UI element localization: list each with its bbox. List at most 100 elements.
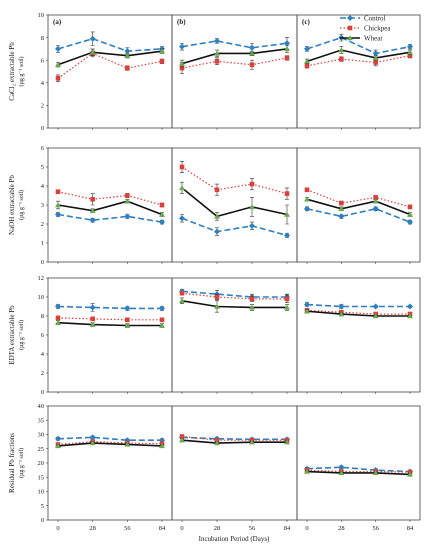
series-line-control-1-0 xyxy=(57,213,163,223)
x-axis-label: Incubation Period (Days) xyxy=(199,535,270,543)
point-chickpea-0-0-2 xyxy=(125,65,130,71)
point-chickpea-0-1-1 xyxy=(214,59,220,64)
series-line-chickpea-1-0 xyxy=(57,191,163,206)
point-control-2-0-0 xyxy=(55,303,61,310)
panel-row-3-col-1: 0 28 56 84 xyxy=(171,405,298,532)
point-wheat-0-2-0 xyxy=(304,58,310,64)
point-wheat-3-1-1 xyxy=(214,440,220,446)
point-control-0-1-3 xyxy=(284,40,290,47)
point-control-1-2-3 xyxy=(407,219,413,226)
point-chickpea-1-1-1 xyxy=(214,187,220,193)
point-wheat-0-1-0 xyxy=(179,60,185,66)
series-line-control-3-2 xyxy=(306,466,411,473)
point-wheat-0-2-2 xyxy=(372,55,379,61)
ytick-label-row-3-1: 5 xyxy=(41,503,44,510)
xtick-label-0-2: 56 xyxy=(124,525,131,532)
ylabel-row-2: EDTA extractable Pb xyxy=(8,305,16,365)
xtick-label-1-2: 56 xyxy=(249,525,256,532)
point-wheat-2-0-2 xyxy=(124,322,131,328)
ytick-label-row-3-0: 0 xyxy=(41,517,44,524)
point-chickpea-2-0-1 xyxy=(90,316,95,322)
legend: Control Chickpea Wheat xyxy=(340,15,391,43)
panel-frame-2-1 xyxy=(171,277,298,393)
ytick-label-row-2-2: 4 xyxy=(41,351,45,358)
panel-frame-3-1 xyxy=(171,405,298,521)
point-wheat-1-0-2 xyxy=(124,198,131,204)
series-line-chickpea-1-2 xyxy=(306,189,411,208)
point-chickpea-1-0-1 xyxy=(90,197,95,202)
point-wheat-2-1-2 xyxy=(249,304,255,310)
point-control-1-0-1 xyxy=(89,217,96,224)
ylabel-row-1: NaOH extractable Pb xyxy=(8,175,16,235)
point-wheat-1-2-3 xyxy=(407,211,413,217)
series-line-control-3-1 xyxy=(181,436,287,441)
point-control-1-1-0 xyxy=(179,215,185,222)
point-chickpea-2-0-0 xyxy=(55,315,61,321)
ytick-label-row-3-8: 40 xyxy=(38,403,45,410)
point-wheat-0-1-3 xyxy=(284,46,290,52)
point-wheat-0-1-1 xyxy=(214,50,220,56)
point-control-1-0-3 xyxy=(159,219,165,226)
point-wheat-1-1-3 xyxy=(284,211,290,217)
xtick-label-2-2: 56 xyxy=(372,525,379,532)
panel-row-0-col-0: (a) xyxy=(47,14,173,130)
ytick-label-row-3-5: 25 xyxy=(38,446,45,453)
ylabel-row-0: CaCl₂ extractable Pb xyxy=(8,42,16,101)
point-wheat-2-1-1 xyxy=(214,303,220,309)
series-line-control-1-1 xyxy=(181,217,288,237)
point-wheat-2-0-3 xyxy=(159,322,165,328)
series-line-wheat-1-0 xyxy=(57,200,163,216)
point-wheat-1-2-2 xyxy=(372,198,379,204)
legend-label-wheat: Wheat xyxy=(364,35,382,43)
point-chickpea-1-0-2 xyxy=(125,193,130,198)
point-control-0-2-3 xyxy=(407,43,413,50)
xtick-label-0-0: 0 xyxy=(56,525,59,532)
ytick-label-row-1-1: 1 xyxy=(41,240,44,247)
point-control-0-2-2 xyxy=(372,50,379,57)
point-control-0-0-2 xyxy=(124,48,131,55)
point-control-0-1-0 xyxy=(179,43,185,50)
panel-row-0-col-2: (c) xyxy=(296,14,421,130)
point-control-3-2-1 xyxy=(338,464,345,471)
xtick-label-0-3: 84 xyxy=(159,525,166,532)
legend-marker-control xyxy=(347,15,353,21)
point-wheat-3-0-0 xyxy=(55,443,61,449)
point-control-0-0-0 xyxy=(55,45,61,52)
point-wheat-2-2-1 xyxy=(338,311,345,317)
panel-row-3-col-0: 0 28 56 84 xyxy=(47,405,173,532)
panel-frame-2-0 xyxy=(47,277,173,393)
panel-frame-3-2 xyxy=(296,405,421,521)
point-control-0-0-1 xyxy=(89,35,96,42)
ytick-label-row-0-3: 6 xyxy=(41,57,45,64)
ylabel-unit-row-3: (µg g⁻¹ soil) xyxy=(18,448,25,478)
panel-row-2-col-0 xyxy=(47,277,173,394)
point-control-2-2-3 xyxy=(407,303,413,310)
panel-row-1-col-0 xyxy=(47,147,173,264)
point-chickpea-1-0-3 xyxy=(159,202,165,208)
point-control-3-0-0 xyxy=(55,435,61,442)
point-chickpea-1-0-0 xyxy=(55,189,61,194)
point-chickpea-0-2-1 xyxy=(339,56,344,62)
point-wheat-0-0-1 xyxy=(89,49,96,55)
series-line-wheat-3-2 xyxy=(306,470,411,476)
point-chickpea-1-2-3 xyxy=(407,204,413,210)
point-chickpea-1-2-2 xyxy=(373,195,378,200)
point-wheat-2-0-0 xyxy=(55,319,61,325)
point-control-2-2-1 xyxy=(338,303,345,310)
point-chickpea-0-0-0 xyxy=(55,75,61,81)
xtick-label-2-0: 0 xyxy=(305,525,308,532)
ylabel-row-3: Residual Pb fractions xyxy=(8,433,16,493)
point-chickpea-2-0-3 xyxy=(159,317,165,323)
point-wheat-1-1-2 xyxy=(249,204,255,210)
point-chickpea-0-2-0 xyxy=(304,63,310,69)
panel-frame-3-0 xyxy=(47,405,173,521)
panel-frame-0-1 xyxy=(171,14,298,129)
point-wheat-2-2-0 xyxy=(304,308,310,314)
point-chickpea-0-0-3 xyxy=(159,59,165,64)
point-control-0-2-0 xyxy=(304,45,310,52)
series-line-control-2-2 xyxy=(306,303,410,308)
point-chickpea-2-1-3 xyxy=(284,296,290,302)
point-control-1-1-2 xyxy=(249,222,255,229)
